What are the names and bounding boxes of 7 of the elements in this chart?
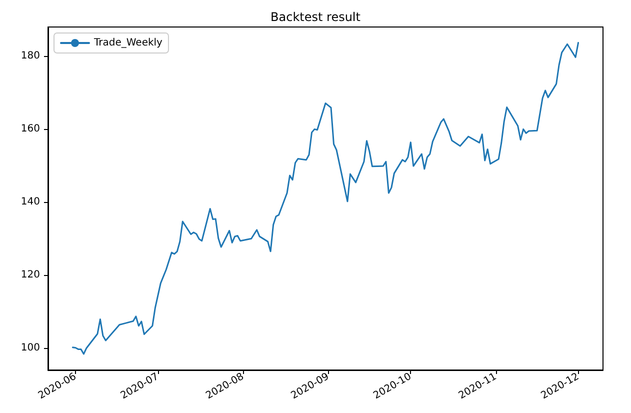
legend-label: Trade_Weekly [93, 38, 163, 48]
y-tick-label: 160 [20, 124, 40, 135]
y-tick-label: 180 [20, 50, 40, 62]
chart-title: Backtest result [270, 10, 361, 24]
y-tick-label: 120 [20, 270, 40, 281]
y-tick-label: 140 [20, 196, 40, 208]
y-tick-label: 100 [20, 342, 40, 354]
